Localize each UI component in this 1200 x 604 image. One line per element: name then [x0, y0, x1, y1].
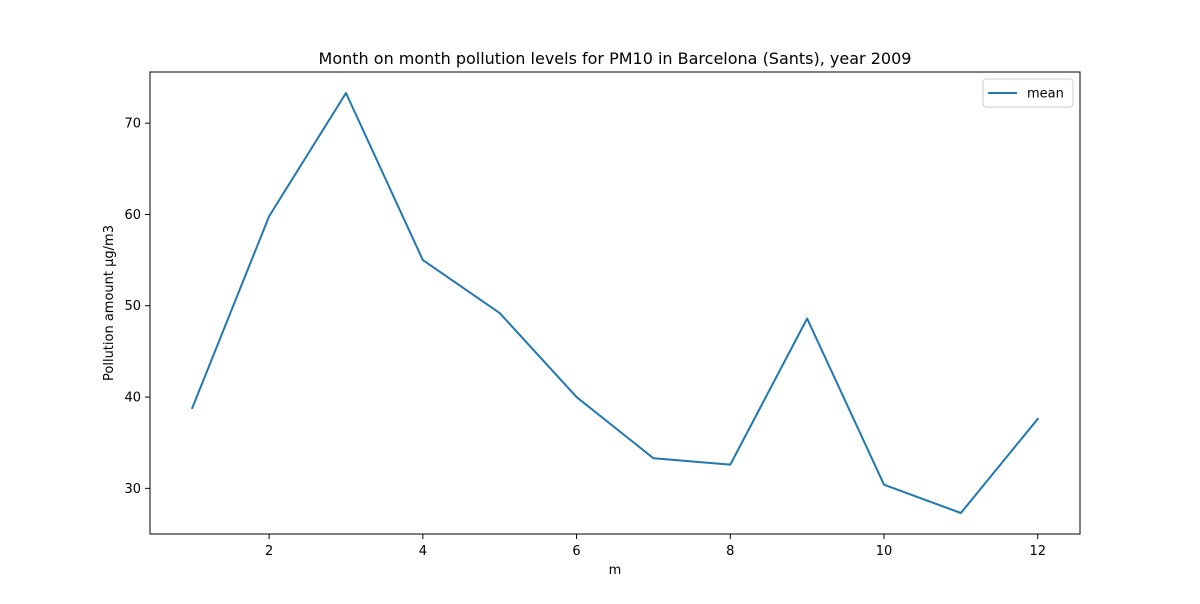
legend: mean [983, 79, 1073, 107]
x-tick-label: 10 [876, 544, 893, 559]
x-tick-label: 4 [419, 544, 427, 559]
series-layer [192, 93, 1037, 513]
plot-area [150, 72, 1080, 534]
y-tick-label: 40 [124, 391, 141, 406]
plot-frame [150, 72, 1080, 534]
y-tick-label: 50 [124, 299, 141, 314]
y-tick-label: 30 [124, 482, 141, 497]
y-axis-ticks: 30 40 50 60 70 [124, 117, 150, 497]
x-axis-label: m [609, 563, 622, 578]
x-axis-ticks: 2 4 6 8 10 12 [265, 534, 1046, 559]
y-tick-label: 70 [124, 117, 141, 132]
x-tick-label: 6 [572, 544, 580, 559]
x-tick-label: 8 [726, 544, 734, 559]
x-tick-label: 2 [265, 544, 273, 559]
legend-entry-label: mean [1027, 87, 1064, 102]
chart-title: Month on month pollution levels for PM10… [319, 49, 912, 68]
series-line-mean [192, 93, 1037, 513]
y-tick-label: 60 [124, 208, 141, 223]
y-axis-label: Pollution amount µg/m3 [102, 225, 117, 381]
x-tick-label: 12 [1029, 544, 1046, 559]
